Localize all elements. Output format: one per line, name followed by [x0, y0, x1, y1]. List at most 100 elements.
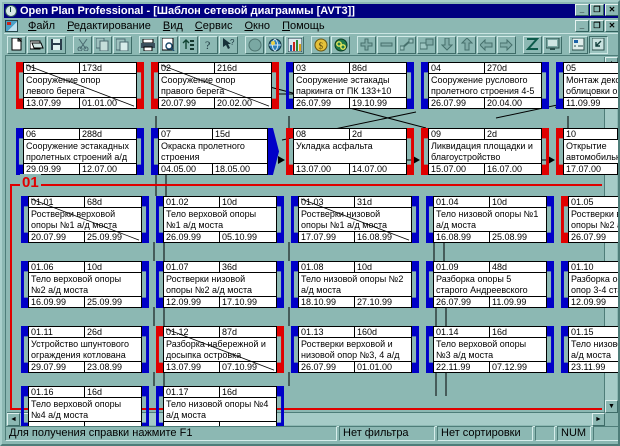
task-node[interactable]: 01.17 16d Тело низовой опоры №4 а/д моста [156, 386, 284, 426]
mdi-restore-button[interactable]: ❐ [590, 20, 604, 32]
scroll-right-button[interactable]: ► [592, 413, 605, 426]
toolbar-arrow-down-button[interactable] [437, 35, 456, 54]
task-node[interactable]: 01 173d Сооружение опор левого берега 13.07.… [16, 62, 144, 109]
node-body[interactable]: 01.13 160d Ростверки верховой и низовой опо… [298, 326, 412, 373]
node-body[interactable]: 02 216d Сооружение опор правого берега 20.07… [158, 62, 272, 109]
close-button[interactable]: ✕ [605, 4, 618, 16]
toolbar-arrow-right-button[interactable] [497, 35, 516, 54]
node-body[interactable]: 01.11 26d Устройство шпунтового ограждения … [28, 326, 142, 373]
node-body[interactable]: 08 2d Укладка асфальта 13.07.00 14.07.00 [293, 128, 407, 175]
task-node[interactable]: 03 86d Сооружение эстакады паркинга от ПК 1… [286, 62, 414, 109]
task-node[interactable]: 01.04 10d Тело низовой опоры №1 а/д моста 16… [426, 196, 554, 243]
node-body[interactable]: 01 173d Сооружение опор левого берега 13.07.… [23, 62, 137, 109]
task-node[interactable]: 01.08 10d Тело низовой опоры №2 а/д моста 18… [291, 261, 419, 308]
document-icon[interactable] [5, 20, 18, 32]
toolbar-save-disk-button[interactable] [47, 35, 66, 54]
mdi-close-button[interactable]: ✕ [605, 20, 618, 32]
node-body[interactable]: 01.03 31d Ростверки низовой опоры №1 а/д мо… [298, 196, 412, 243]
scroll-left-button[interactable]: ◄ [7, 413, 20, 426]
toolbar-plus-button[interactable] [357, 35, 376, 54]
scroll-down-button[interactable]: ▼ [605, 400, 618, 413]
node-body[interactable]: 01.05 Ростверки в опоры №2 а 26.07.99 [568, 196, 618, 243]
task-node[interactable]: 02 216d Сооружение опор правого берега 20.07… [151, 62, 279, 109]
task-node[interactable]: 01.03 31d Ростверки низовой опоры №1 а/д мо… [291, 196, 419, 243]
node-body[interactable]: 01.01 68d Ростверки верховой опоры №1 а/д м… [28, 196, 142, 243]
menu-item-tools[interactable]: Сервис [194, 20, 233, 32]
toolbar-link-chain-button[interactable] [331, 35, 350, 54]
toolbar-print-button[interactable] [139, 35, 158, 54]
toolbar-help-question-button[interactable]: ? [199, 35, 218, 54]
node-body[interactable]: 01.14 16d Тело верховой опоры №3 а/д моста 2… [433, 326, 547, 373]
toolbar-globe-button[interactable] [265, 35, 284, 54]
toolbar-context-help-arrow-button[interactable]: ? [219, 35, 238, 54]
node-body[interactable]: 01.02 10d Тело верховой опоры №1 а/д моста 2… [163, 196, 277, 243]
menu-item-file[interactable]: Файл [28, 20, 56, 32]
toolbar-arrow-left-button[interactable] [477, 35, 496, 54]
task-node[interactable]: 01.07 36d Ростверки низовой опоры №2 а/д мо… [156, 261, 284, 308]
menu-item-window[interactable]: Окно [244, 20, 271, 32]
node-body[interactable]: 03 86d Сооружение эстакады паркинга от ПК 1… [293, 62, 407, 109]
menu-item-edit[interactable]: Редактирование [67, 20, 151, 32]
toolbar-copy-button[interactable] [93, 35, 112, 54]
toolbar-expand-window-button[interactable] [589, 35, 608, 54]
task-node[interactable]: 0565dМонтаж декоративнойоблицовки опор11… [556, 62, 618, 109]
node-body[interactable]: 09 2d Ликвидация площадки и благоустройство… [428, 128, 542, 175]
task-node[interactable]: 01.10 Разборка ос опор 3-4 ста 12.09.99 [561, 261, 618, 308]
task-node[interactable]: 01.05 Ростверки в опоры №2 а 26.07.99 [561, 196, 618, 243]
toolbar-screen-button[interactable] [543, 35, 562, 54]
toolbar-subproject-button[interactable] [569, 35, 588, 54]
diagram-canvas-area[interactable]: 01 01 173d Сооружение опор левого берега 13.… [5, 55, 618, 427]
node-body[interactable]: 0565dМонтаж декоративнойоблицовки опор11… [563, 62, 618, 109]
node-body[interactable]: 01.12 87d Разборка набережной и досыпка ост… [163, 326, 277, 373]
toolbar-sort-ascending-button[interactable] [179, 35, 198, 54]
toolbar-bar-chart-button[interactable] [285, 35, 304, 54]
node-body[interactable]: 01.10 Разборка ос опор 3-4 ста 12.09.99 [568, 261, 618, 308]
status-sort[interactable]: Нет сортировки [437, 426, 533, 441]
task-node[interactable]: 01.14 16d Тело верховой опоры №3 а/д моста 2… [426, 326, 554, 373]
task-node[interactable]: 08 2d Укладка асфальта 13.07.00 14.07.00 [286, 128, 414, 175]
node-body[interactable]: 07 15d Окраска пролетного строения 04.05.00 1… [158, 128, 268, 175]
task-node[interactable]: 01.12 87d Разборка набережной и досыпка ост… [156, 326, 284, 373]
node-body[interactable]: 100Открытиеавтомобильного17.07.0016.07.0… [563, 128, 618, 175]
network-diagram[interactable]: 01 01 173d Сооружение опор левого берега 13.… [6, 56, 618, 426]
task-node[interactable]: 01.16 16d Тело верховой опоры №4 а/д моста [21, 386, 149, 426]
toolbar-circle-node-button[interactable] [245, 35, 264, 54]
node-body[interactable]: 01.04 10d Тело низовой опоры №1 а/д моста 16… [433, 196, 547, 243]
minimize-button[interactable]: _ [575, 4, 589, 16]
toolbar-arrow-up-button[interactable] [457, 35, 476, 54]
task-node[interactable]: 01.06 10d Тело верховой опоры №2 а/д моста 1… [21, 261, 149, 308]
mdi-minimize-button[interactable]: _ [575, 20, 589, 32]
node-body[interactable]: 01.08 10d Тело низовой опоры №2 а/д моста 18… [298, 261, 412, 308]
task-node[interactable]: 100Открытиеавтомобильного17.07.0016.07.0… [556, 128, 618, 175]
toolbar-unlink-tasks-button[interactable] [417, 35, 436, 54]
task-node[interactable]: 01.13 160d Ростверки верховой и низовой опо… [291, 326, 419, 373]
task-node[interactable]: 01.11 26d Устройство шпунтового ограждения … [21, 326, 149, 373]
status-filter[interactable]: Нет фильтра [339, 426, 435, 441]
task-node[interactable]: 01.01 68d Ростверки верховой опоры №1 а/д м… [21, 196, 149, 243]
node-body[interactable]: 01.16 16d Тело верховой опоры №4 а/д моста [28, 386, 142, 426]
task-node[interactable]: 04 270d Сооружение руслового пролетного стр… [421, 62, 549, 109]
node-body[interactable]: 01.06 10d Тело верховой опоры №2 а/д моста 1… [28, 261, 142, 308]
toolbar-new-document-button[interactable] [7, 35, 26, 54]
node-body[interactable]: 04 270d Сооружение руслового пролетного стр… [428, 62, 542, 109]
toolbar-zigzag-z-button[interactable] [523, 35, 542, 54]
toolbar-minus-button[interactable] [377, 35, 396, 54]
node-body[interactable]: 01.09 48d Разборка опоры 5 старого Андреевс… [433, 261, 547, 308]
toolbar-open-folder-button[interactable] [27, 35, 46, 54]
toolbar-coin-button[interactable]: $ [311, 35, 330, 54]
toolbar-link-tasks-button[interactable] [397, 35, 416, 54]
node-body[interactable]: 01.07 36d Ростверки низовой опоры №2 а/д мо… [163, 261, 277, 308]
toolbar-cut-scissors-button[interactable] [73, 35, 92, 54]
toolbar-print-preview-button[interactable] [159, 35, 178, 54]
restore-button[interactable]: ❐ [590, 4, 604, 16]
task-node[interactable]: 07 15d Окраска пролетного строения 04.05.00 1… [151, 128, 279, 175]
task-node[interactable]: 01.09 48d Разборка опоры 5 старого Андреевс… [426, 261, 554, 308]
node-body[interactable]: 01.17 16d Тело низовой опоры №4 а/д моста [163, 386, 277, 426]
task-node[interactable]: 06 288d Сооружение эстакадных пролетных стр… [16, 128, 144, 175]
node-body[interactable]: 06 288d Сооружение эстакадных пролетных стр… [23, 128, 137, 175]
menu-item-view[interactable]: Вид [162, 20, 183, 32]
menu-item-help[interactable]: Помощь [282, 20, 325, 32]
task-node[interactable]: 09 2d Ликвидация площадки и благоустройство… [421, 128, 549, 175]
